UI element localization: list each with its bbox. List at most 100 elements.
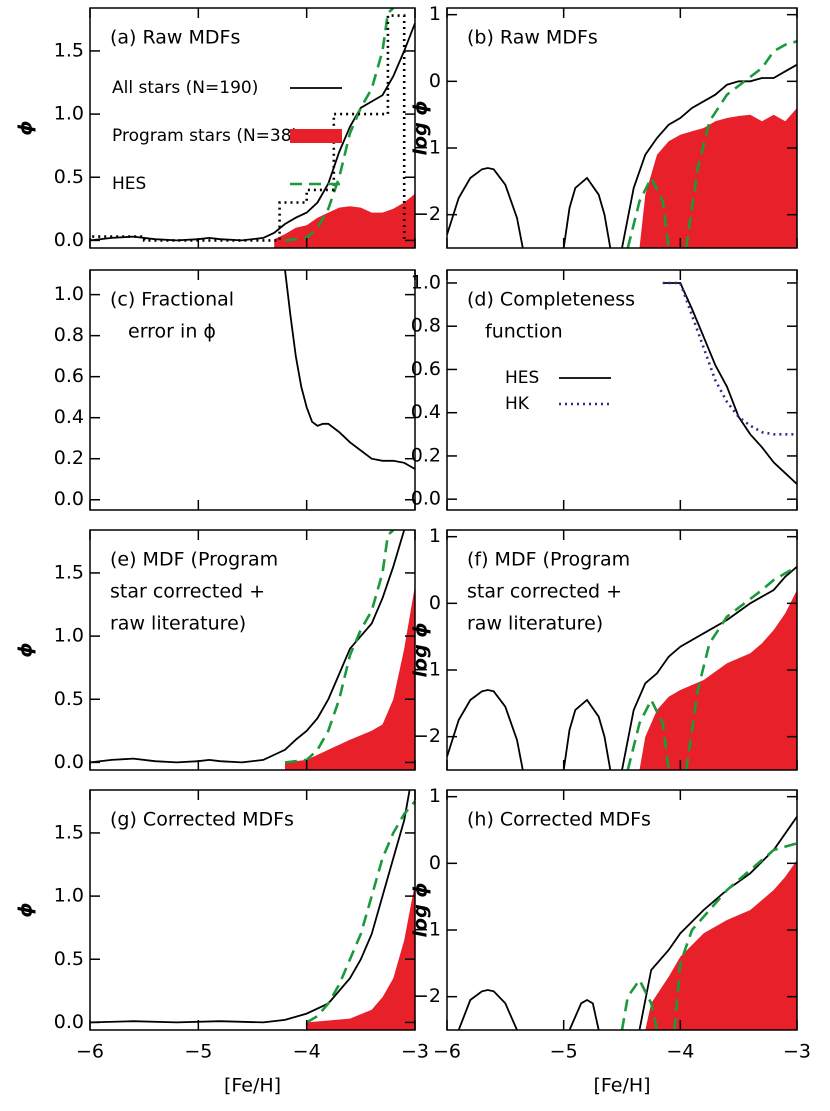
x-tick-label: −4 (666, 1041, 694, 1063)
y-tick-label: 1 (429, 3, 441, 25)
y-tick-label: 1.0 (54, 625, 84, 647)
panel-label: star corrected + (110, 581, 265, 603)
plot-area (284, 270, 415, 470)
y-tick-label: −1 (413, 659, 441, 681)
frame (446, 269, 798, 511)
y-tick-label: 1.5 (54, 821, 84, 843)
panel-label: raw literature) (110, 613, 246, 635)
y-tick-label: −2 (413, 725, 441, 747)
frame (89, 269, 416, 511)
x-tick-label: −5 (550, 1041, 578, 1063)
y-tick-label: 0 (429, 70, 441, 92)
plot-area (90, 8, 415, 248)
y-tick-label: 0.4 (54, 406, 84, 428)
plot-area (662, 281, 797, 485)
panel-label: (b) Raw MDFs (467, 27, 598, 49)
x-tick-label: −4 (293, 1041, 321, 1063)
legend-label: HES (505, 368, 539, 388)
y-axis-label: log ϕ (410, 101, 432, 156)
legend-label: Program stars (N=38) (112, 126, 298, 146)
y-tick-label: 0 (429, 592, 441, 614)
line (457, 816, 797, 1030)
line (284, 530, 395, 764)
legend-label: HES (112, 174, 146, 194)
line (626, 40, 797, 248)
plot-area (90, 530, 415, 770)
line (90, 530, 406, 764)
y-tick-label: 0.6 (54, 365, 84, 387)
x-tick-label: −3 (401, 1041, 429, 1063)
y-tick-label: 0.8 (54, 324, 84, 346)
frame (89, 529, 416, 771)
frame (89, 789, 416, 1031)
plot-area (447, 40, 797, 248)
y-tick-label: 0.0 (411, 488, 441, 510)
area (639, 108, 797, 248)
y-axis-label: ϕ (15, 902, 37, 917)
y-tick-label: 1.0 (411, 271, 441, 293)
panel-label: error in ϕ (128, 321, 216, 343)
legend-label: HK (505, 394, 530, 414)
legend-swatch (290, 129, 342, 143)
y-tick-label: 0.5 (54, 948, 84, 970)
y-tick-label: 1 (429, 525, 441, 547)
frame (446, 529, 798, 771)
y-tick-label: 1 (429, 785, 441, 807)
line (306, 800, 415, 1024)
x-axis-label: [Fe/H] (224, 1075, 281, 1097)
frame (89, 7, 416, 249)
plot-area (457, 816, 797, 1030)
y-tick-label: −1 (413, 137, 441, 159)
plot-area (447, 565, 797, 770)
line (662, 282, 797, 485)
area (285, 585, 415, 770)
y-tick-label: 1.0 (54, 103, 84, 125)
y-axis-label: log ϕ (410, 623, 432, 678)
line (620, 842, 797, 1030)
line (447, 63, 797, 248)
y-tick-label: 0.0 (54, 1011, 84, 1033)
line (447, 566, 797, 770)
y-tick-label: 0.0 (54, 488, 84, 510)
y-axis-label: ϕ (15, 642, 37, 657)
area (639, 590, 797, 770)
y-tick-label: 0.4 (411, 401, 441, 423)
y-tick-label: 0.0 (54, 229, 84, 251)
y-tick-label: 0.0 (54, 751, 84, 773)
y-tick-label: 0.2 (411, 444, 441, 466)
panel-label: star corrected + (467, 581, 622, 603)
frame (446, 789, 798, 1031)
y-tick-label: −1 (413, 919, 441, 941)
panel-label: (h) Corrected MDFs (467, 809, 651, 831)
panel-label: (d) Completeness (467, 289, 635, 311)
line (284, 8, 395, 242)
y-tick-label: 0.6 (411, 358, 441, 380)
y-tick-label: 1.0 (54, 885, 84, 907)
y-tick-label: 0 (429, 852, 441, 874)
line (662, 281, 797, 436)
area (306, 883, 415, 1030)
y-tick-label: 1.5 (54, 561, 84, 583)
area (645, 860, 797, 1030)
panel-label: (g) Corrected MDFs (110, 809, 294, 831)
line (284, 270, 415, 470)
y-tick-label: −2 (413, 203, 441, 225)
y-tick-label: 1.5 (54, 39, 84, 61)
frame (446, 7, 798, 249)
y-tick-label: 0.5 (54, 166, 84, 188)
y-tick-label: −2 (413, 985, 441, 1007)
panel-label: function (485, 321, 563, 343)
y-tick-label: 1.0 (54, 283, 84, 305)
x-tick-label: −6 (433, 1041, 461, 1063)
x-tick-label: −6 (76, 1041, 104, 1063)
y-tick-label: 0.8 (411, 315, 441, 337)
plot-area (90, 790, 415, 1030)
line (626, 565, 797, 770)
panel-label: (f) MDF (Program (467, 549, 630, 571)
legend-label: All stars (N=190) (112, 78, 258, 98)
x-axis-label: [Fe/H] (593, 1075, 650, 1097)
x-tick-label: −5 (184, 1041, 212, 1063)
y-tick-label: 0.2 (54, 447, 84, 469)
panel-label: raw literature) (467, 613, 603, 635)
